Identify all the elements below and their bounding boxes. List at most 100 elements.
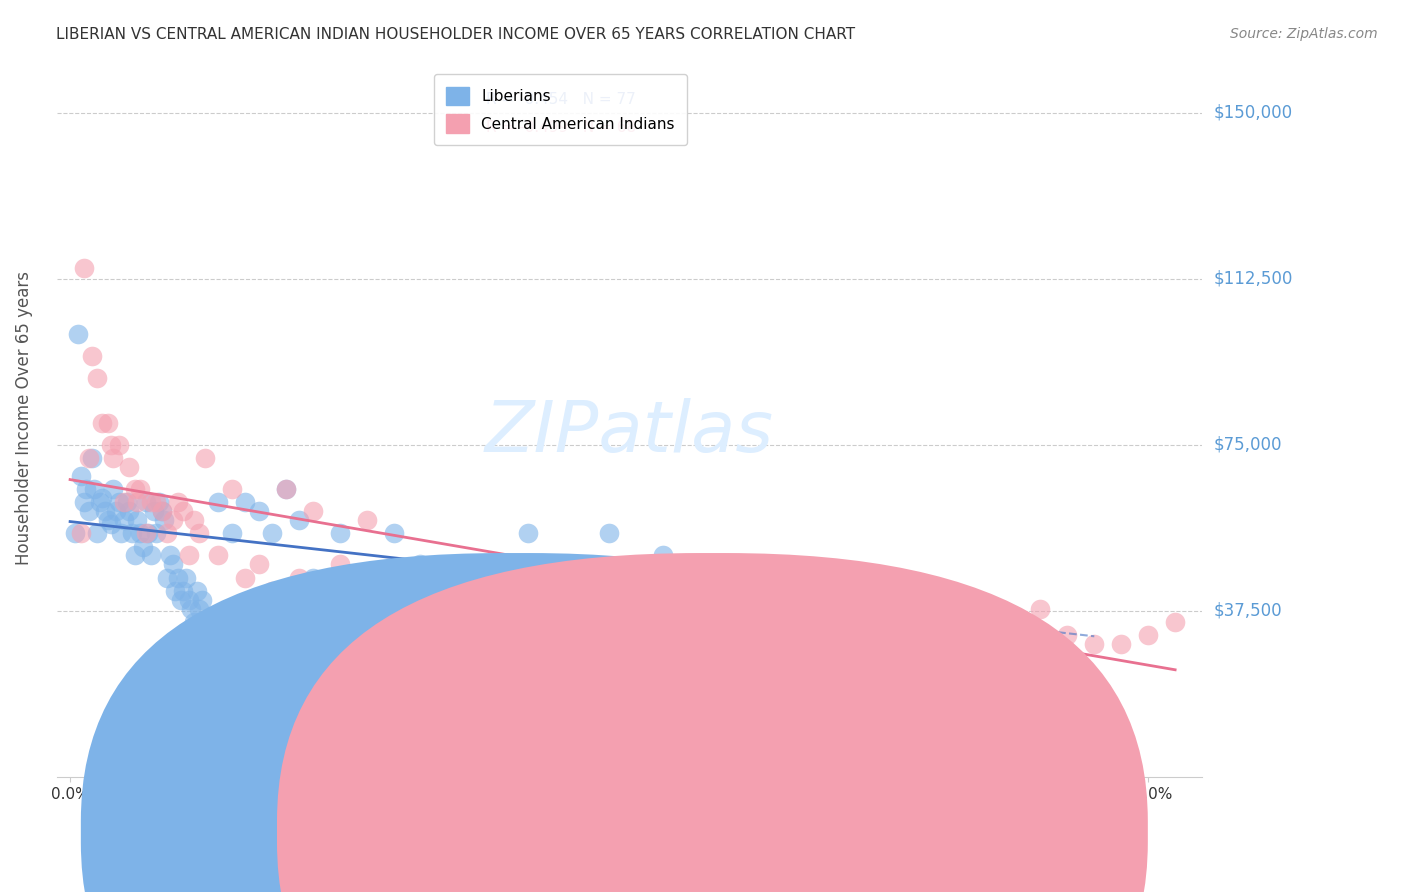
Point (491, 571, 513, 585)
Point (1164, 615, 1187, 629)
Point (103, 482, 125, 496)
Point (262, 583, 284, 598)
Point (894, 646, 917, 660)
Point (77, 504, 100, 518)
Point (733, 592, 755, 607)
Point (679, 583, 702, 598)
Point (329, 526, 352, 541)
Point (976, 615, 998, 629)
Point (136, 526, 159, 541)
Point (129, 526, 152, 541)
Point (132, 540, 155, 554)
Point (463, 592, 485, 607)
Point (115, 495, 138, 509)
Text: R = -0.454   N = 77: R = -0.454 N = 77 (485, 92, 636, 106)
Point (159, 549, 181, 563)
Point (247, 558, 270, 572)
Legend: Liberians, Central American Indians: Liberians, Central American Indians (434, 74, 688, 145)
Text: ZIPatlas: ZIPatlas (485, 398, 773, 467)
Point (139, 495, 162, 509)
Point (165, 583, 187, 598)
Point (148, 495, 170, 509)
Point (150, 504, 173, 518)
Point (382, 571, 405, 585)
Point (262, 526, 284, 541)
Point (868, 615, 890, 629)
Point (544, 571, 567, 585)
Point (288, 571, 311, 585)
Point (91, 416, 114, 430)
Point (112, 495, 135, 509)
Point (706, 558, 728, 572)
Point (183, 513, 205, 527)
Point (409, 558, 432, 572)
Point (180, 601, 202, 615)
Point (1137, 628, 1160, 642)
Point (1109, 637, 1132, 651)
Point (112, 513, 135, 527)
Point (72, 260, 94, 275)
Point (517, 583, 540, 598)
Point (188, 526, 211, 541)
Point (135, 526, 157, 541)
Point (103, 451, 125, 466)
Point (301, 504, 323, 518)
Text: $75,000: $75,000 (1213, 436, 1282, 454)
Point (110, 526, 132, 541)
Point (70, 468, 93, 483)
Point (89, 495, 111, 509)
Point (233, 495, 256, 509)
Point (329, 558, 352, 572)
Point (145, 495, 167, 509)
Point (77, 451, 100, 466)
Point (894, 601, 917, 615)
Point (1029, 601, 1052, 615)
Point (107, 495, 129, 509)
Point (156, 526, 179, 541)
Point (948, 637, 970, 651)
Text: R = -0.499   N = 68: R = -0.499 N = 68 (485, 120, 636, 136)
Text: LIBERIAN VS CENTRAL AMERICAN INDIAN HOUSEHOLDER INCOME OVER 65 YEARS CORRELATION: LIBERIAN VS CENTRAL AMERICAN INDIAN HOUS… (56, 27, 855, 42)
Point (153, 513, 176, 527)
Point (288, 513, 311, 527)
Point (356, 571, 378, 585)
Point (100, 517, 122, 532)
Point (814, 646, 837, 660)
Point (145, 526, 167, 541)
Point (177, 549, 200, 563)
Point (75, 482, 97, 496)
Point (1056, 628, 1078, 642)
Point (139, 549, 162, 563)
Point (80, 349, 103, 363)
Point (172, 583, 194, 598)
Point (517, 526, 540, 541)
Point (868, 571, 890, 585)
Point (188, 601, 211, 615)
Point (436, 571, 458, 585)
Point (706, 558, 728, 572)
Point (86, 526, 108, 541)
Point (814, 637, 837, 651)
Text: $150,000: $150,000 (1213, 103, 1292, 121)
Point (191, 592, 214, 607)
Point (80, 451, 103, 466)
Text: Central American Indians: Central American Indians (647, 820, 841, 835)
Point (759, 583, 782, 598)
Y-axis label: Householder Income Over 65 years: Householder Income Over 65 years (15, 271, 32, 566)
Point (150, 504, 173, 518)
Point (65, 526, 87, 541)
Point (356, 513, 378, 527)
Point (841, 615, 863, 629)
Text: $37,500: $37,500 (1213, 602, 1282, 620)
Point (652, 549, 675, 563)
Point (118, 459, 141, 474)
Point (167, 571, 190, 585)
Point (94, 504, 117, 518)
Point (571, 571, 593, 585)
Point (315, 583, 337, 598)
Point (544, 583, 567, 598)
Point (67, 327, 90, 342)
Point (97, 416, 120, 430)
Point (135, 495, 157, 509)
Point (921, 601, 943, 615)
